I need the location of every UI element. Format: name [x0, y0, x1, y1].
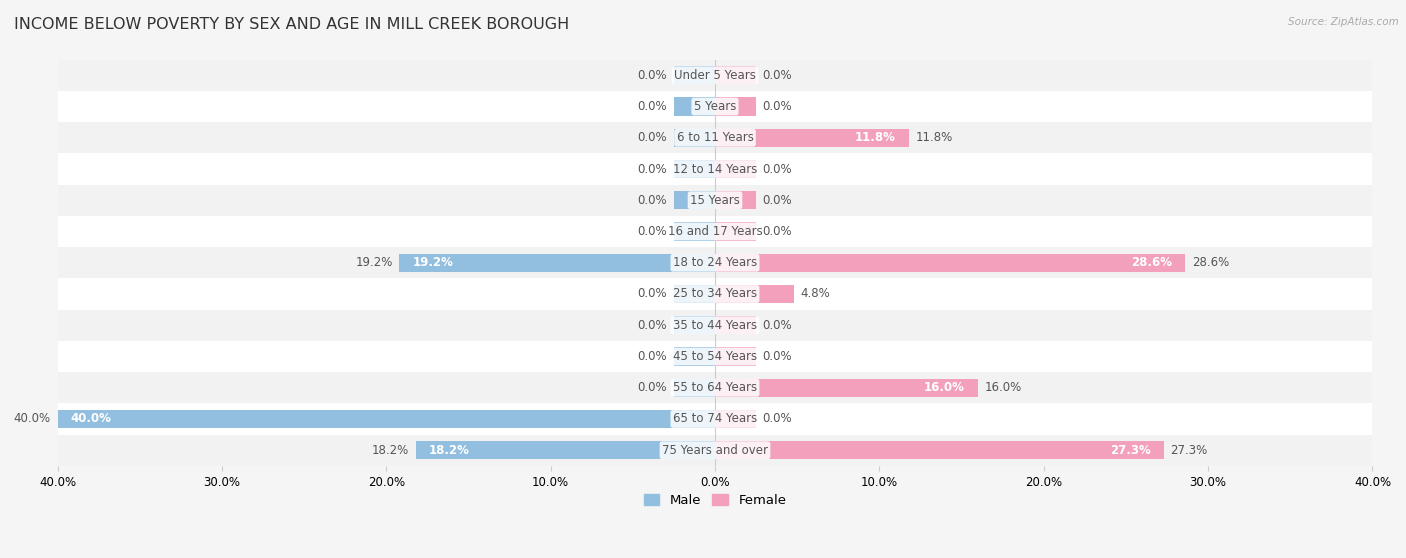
Bar — [673, 129, 716, 147]
Bar — [58, 185, 1372, 216]
Bar — [58, 410, 716, 428]
Text: INCOME BELOW POVERTY BY SEX AND AGE IN MILL CREEK BOROUGH: INCOME BELOW POVERTY BY SEX AND AGE IN M… — [14, 17, 569, 32]
Bar — [673, 316, 716, 334]
Bar — [716, 410, 756, 428]
Text: 0.0%: 0.0% — [638, 100, 668, 113]
Text: 0.0%: 0.0% — [762, 162, 793, 176]
Text: 0.0%: 0.0% — [762, 69, 793, 82]
Text: 0.0%: 0.0% — [638, 381, 668, 394]
Bar — [58, 341, 1372, 372]
Text: 11.8%: 11.8% — [855, 131, 896, 145]
Bar — [673, 223, 716, 240]
Bar — [673, 160, 716, 178]
Bar — [716, 348, 756, 365]
Text: 0.0%: 0.0% — [762, 412, 793, 425]
Text: 0.0%: 0.0% — [638, 319, 668, 332]
Text: 0.0%: 0.0% — [638, 69, 668, 82]
Text: 0.0%: 0.0% — [638, 350, 668, 363]
Bar — [58, 278, 1372, 310]
Text: 45 to 54 Years: 45 to 54 Years — [673, 350, 756, 363]
Text: 0.0%: 0.0% — [762, 350, 793, 363]
Text: 25 to 34 Years: 25 to 34 Years — [673, 287, 756, 301]
Bar — [673, 191, 716, 209]
Bar — [716, 129, 908, 147]
Bar — [673, 98, 716, 116]
Bar — [58, 91, 1372, 122]
Bar — [673, 285, 716, 303]
Bar — [58, 435, 1372, 466]
Bar — [716, 66, 756, 84]
Bar — [716, 379, 979, 397]
Text: 28.6%: 28.6% — [1192, 256, 1229, 270]
Text: 35 to 44 Years: 35 to 44 Years — [673, 319, 756, 332]
Text: 0.0%: 0.0% — [638, 287, 668, 301]
Text: 28.6%: 28.6% — [1130, 256, 1173, 270]
Bar — [399, 254, 716, 272]
Bar — [716, 441, 1164, 459]
Text: 27.3%: 27.3% — [1109, 444, 1150, 456]
Text: 0.0%: 0.0% — [638, 131, 668, 145]
Bar — [716, 316, 756, 334]
Text: 0.0%: 0.0% — [762, 225, 793, 238]
Text: 27.3%: 27.3% — [1170, 444, 1208, 456]
Text: 0.0%: 0.0% — [638, 225, 668, 238]
Bar — [58, 153, 1372, 185]
Text: 0.0%: 0.0% — [762, 319, 793, 332]
Text: 65 to 74 Years: 65 to 74 Years — [673, 412, 756, 425]
Text: 6 to 11 Years: 6 to 11 Years — [676, 131, 754, 145]
Text: 16.0%: 16.0% — [984, 381, 1022, 394]
Bar — [716, 223, 756, 240]
Bar — [58, 372, 1372, 403]
Bar — [673, 379, 716, 397]
Legend: Male, Female: Male, Female — [638, 488, 792, 512]
Text: 19.2%: 19.2% — [356, 256, 392, 270]
Text: 18.2%: 18.2% — [373, 444, 409, 456]
Text: 16 and 17 Years: 16 and 17 Years — [668, 225, 762, 238]
Bar — [58, 60, 1372, 91]
Text: 0.0%: 0.0% — [638, 194, 668, 207]
Bar — [716, 98, 756, 116]
Bar — [716, 191, 756, 209]
Text: 5 Years: 5 Years — [693, 100, 737, 113]
Bar — [58, 122, 1372, 153]
Text: 18.2%: 18.2% — [429, 444, 470, 456]
Bar — [58, 216, 1372, 247]
Text: Source: ZipAtlas.com: Source: ZipAtlas.com — [1288, 17, 1399, 27]
Bar — [716, 160, 756, 178]
Text: 18 to 24 Years: 18 to 24 Years — [673, 256, 756, 270]
Text: 16.0%: 16.0% — [924, 381, 965, 394]
Text: 11.8%: 11.8% — [915, 131, 953, 145]
Text: 55 to 64 Years: 55 to 64 Years — [673, 381, 756, 394]
Text: 0.0%: 0.0% — [762, 100, 793, 113]
Bar — [58, 247, 1372, 278]
Text: 4.8%: 4.8% — [800, 287, 830, 301]
Bar — [716, 285, 794, 303]
Bar — [58, 403, 1372, 435]
Bar — [673, 66, 716, 84]
Text: 19.2%: 19.2% — [412, 256, 454, 270]
Text: 75 Years and over: 75 Years and over — [662, 444, 768, 456]
Text: 40.0%: 40.0% — [14, 412, 51, 425]
Bar — [58, 310, 1372, 341]
Text: 0.0%: 0.0% — [762, 194, 793, 207]
Text: 15 Years: 15 Years — [690, 194, 740, 207]
Text: Under 5 Years: Under 5 Years — [673, 69, 756, 82]
Bar — [416, 441, 716, 459]
Bar — [673, 348, 716, 365]
Text: 0.0%: 0.0% — [638, 162, 668, 176]
Text: 12 to 14 Years: 12 to 14 Years — [673, 162, 758, 176]
Bar — [716, 254, 1185, 272]
Text: 40.0%: 40.0% — [70, 412, 111, 425]
